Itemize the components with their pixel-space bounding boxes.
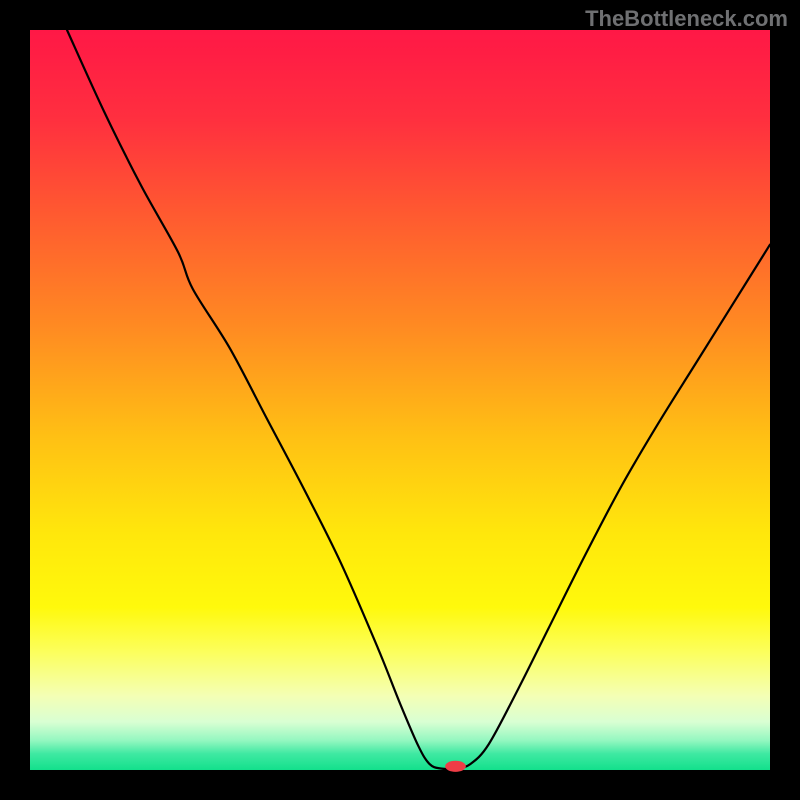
chart-frame: TheBottleneck.com xyxy=(0,0,800,800)
chart-background-gradient xyxy=(30,30,770,770)
optimal-point-marker xyxy=(445,761,466,772)
watermark-text: TheBottleneck.com xyxy=(585,6,788,32)
bottleneck-chart xyxy=(0,0,800,800)
